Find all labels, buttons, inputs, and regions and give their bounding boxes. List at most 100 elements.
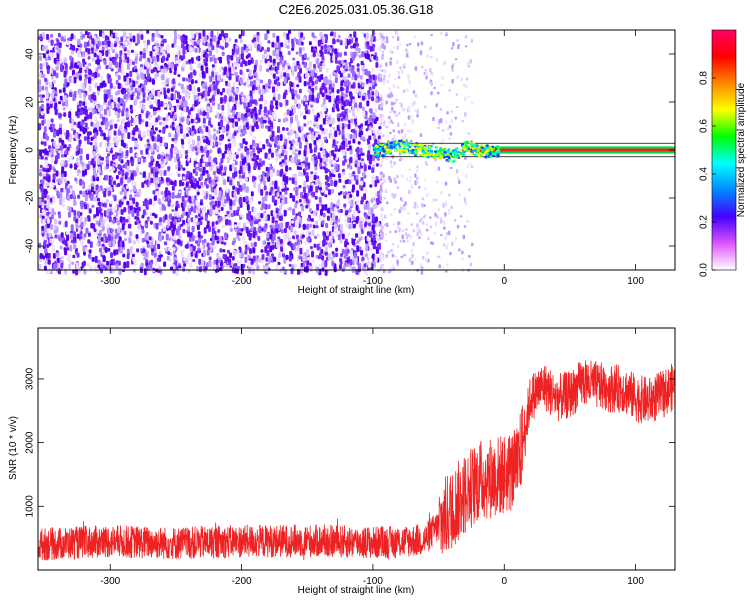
heatmap-cell [309, 76, 313, 83]
heatmap-cell [269, 255, 272, 261]
heatmap-cell [337, 234, 341, 241]
heatmap-cell [64, 78, 68, 85]
heatmap-cell [185, 150, 188, 155]
heatmap-cell [271, 216, 275, 224]
heatmap-cell [200, 244, 204, 251]
heatmap-cell [312, 224, 316, 229]
heatmap-cell [97, 166, 101, 174]
heatmap-cell [210, 261, 214, 268]
heatmap-cell [102, 116, 106, 122]
heatmap-cell [241, 30, 245, 37]
heatmap-cell [62, 87, 66, 93]
heatmap-cell [328, 95, 332, 103]
heatmap-cell [136, 34, 140, 41]
heatmap-cell [220, 119, 223, 127]
heatmap-cell [150, 104, 154, 109]
heatmap-cell [220, 78, 224, 82]
heatmap-cell [280, 222, 284, 229]
heatmap-cell [64, 220, 68, 228]
heatmap-cell [239, 133, 243, 137]
heatmap-cell [155, 184, 159, 190]
heatmap-cell [273, 256, 277, 262]
heatmap-cell [46, 123, 50, 128]
heatmap-cell [293, 64, 297, 72]
heatmap-cell [158, 231, 162, 235]
heatmap-cell [43, 236, 47, 241]
heatmap-cell [151, 251, 155, 256]
heatmap-cell [324, 194, 328, 198]
heatmap-cell [174, 114, 178, 119]
heatmap-cell [219, 236, 222, 243]
heatmap-cell [167, 190, 171, 195]
heatmap-cell [280, 144, 284, 150]
heatmap-cell [276, 62, 280, 66]
heatmap-cell [136, 96, 140, 100]
heatmap-cell [104, 89, 108, 94]
heatmap-cell [99, 52, 103, 60]
heatmap-cell [185, 188, 189, 196]
heatmap-cell [77, 169, 81, 173]
heatmap-cell [180, 138, 184, 142]
heatmap-cell [146, 131, 150, 137]
heatmap-cell [323, 136, 327, 140]
heatmap-cell [162, 39, 165, 44]
heatmap-cell [105, 45, 109, 49]
heatmap-cell [320, 45, 324, 51]
heatmap-cell [275, 71, 279, 75]
heatmap-cell [341, 123, 345, 130]
heatmap-cell [164, 248, 167, 251]
heatmap-cell [350, 45, 354, 49]
heatmap-cell [266, 53, 270, 60]
heatmap-cell [324, 36, 328, 40]
heatmap-cell [330, 173, 334, 177]
heatmap-cell [233, 268, 237, 274]
heatmap-cell [354, 126, 358, 131]
heatmap-cell [364, 120, 368, 126]
heatmap-cell [206, 249, 210, 256]
heatmap-cell [250, 258, 254, 265]
heatmap-cell [333, 71, 336, 75]
heatmap-cell [240, 213, 244, 217]
heatmap-cell [275, 85, 279, 92]
heatmap-cell [242, 125, 246, 132]
heatmap-cell [366, 138, 370, 143]
heatmap-cell [347, 232, 351, 237]
heatmap-cell [356, 199, 360, 206]
heatmap-cell [375, 235, 379, 242]
heatmap-cell [265, 138, 269, 144]
heatmap-cell [234, 224, 238, 229]
heatmap-cell [42, 218, 46, 225]
heatmap-cell [288, 263, 292, 267]
heatmap-cell [73, 121, 77, 126]
heatmap-cell [347, 73, 351, 78]
heatmap-cell [88, 160, 91, 165]
heatmap-cell [199, 266, 202, 273]
heatmap-cell [372, 204, 376, 210]
heatmap-cell [232, 49, 236, 54]
heatmap-cell [266, 68, 270, 73]
heatmap-cell [214, 209, 218, 213]
heatmap-cell [96, 153, 100, 158]
heatmap-cell [94, 138, 98, 143]
heatmap-cell [322, 36, 326, 44]
heatmap-cell [134, 98, 138, 106]
heatmap-cell [311, 134, 315, 141]
heatmap-cell [41, 120, 45, 126]
heatmap-cell [224, 42, 228, 48]
heatmap-cell [192, 69, 196, 75]
heatmap-cell [107, 146, 111, 152]
heatmap-cell [51, 238, 55, 245]
heatmap-cell [75, 218, 79, 224]
heatmap-cell [206, 111, 210, 119]
heatmap-cell [252, 117, 256, 124]
heatmap-cell [42, 73, 46, 78]
heatmap-cell [45, 269, 49, 275]
heatmap-cell [171, 43, 175, 48]
heatmap-cell [76, 252, 80, 258]
heatmap-cell [50, 158, 54, 164]
heatmap-cell [329, 52, 333, 57]
heatmap-cell [229, 62, 233, 67]
heatmap-cell [170, 114, 173, 119]
heatmap-cell [243, 82, 247, 86]
heatmap-cell [328, 75, 332, 80]
